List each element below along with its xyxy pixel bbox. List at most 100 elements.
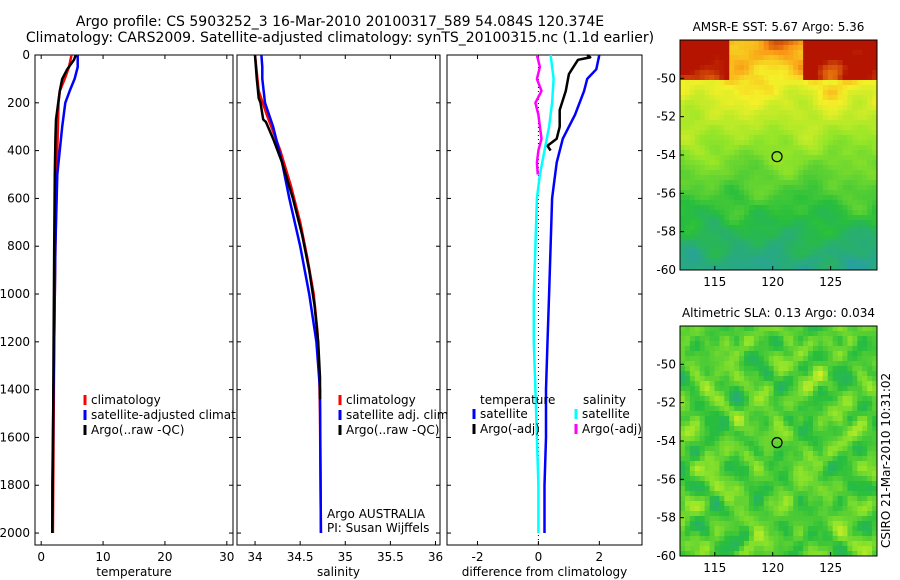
map-cell [803,200,809,206]
map-cell [842,160,848,166]
map-cell [862,391,868,397]
map-cell [788,205,794,211]
map-cell [862,120,868,126]
map-cell [798,551,804,557]
map-cell [842,50,848,56]
map-cell [847,426,853,432]
map-cell [793,406,799,412]
map-cell [689,210,696,216]
map-cell [758,356,765,362]
map-cell [862,100,868,106]
map-cell [822,215,829,221]
map-cell [748,170,755,176]
map-cell [862,456,868,462]
map-cell [793,331,799,337]
map-cell [734,165,740,171]
map-cell [842,356,848,362]
map-cell [817,421,824,427]
map-cell [798,75,804,81]
map-cell [832,386,838,392]
map-cell [714,125,720,131]
map-cell [724,250,730,256]
map-cell [817,476,824,482]
map-cell [763,85,770,91]
map-cell [694,145,701,151]
map-cell [872,531,878,537]
map-cell [694,135,701,141]
map-cell [753,210,760,216]
map-cell [827,235,834,241]
map-cell [694,250,701,256]
map-cell [734,421,740,427]
map-cell [847,446,853,452]
map-cell [758,195,765,201]
map-cell [788,391,794,397]
map-cell [739,526,745,532]
map-cell [808,341,814,347]
map-cell [744,416,750,422]
map-cell [798,155,804,161]
map-cell [684,501,691,507]
map-cell [729,451,735,457]
map-cell [778,511,784,517]
map-cell [709,65,715,71]
map-x-tick-label: 125 [819,561,842,575]
map-cell [827,50,834,56]
map-cell [842,170,848,176]
map-cell [803,145,809,151]
map-cell [803,371,809,377]
map-cell [694,426,701,432]
map-cell [748,531,755,537]
map-cell [837,471,843,477]
map-cell [753,486,760,492]
map-cell [680,396,686,402]
x-axis-label: salinity [317,565,360,579]
map-cell [709,411,715,417]
map-cell [768,326,774,332]
map-cell [778,120,784,126]
map-cell [724,155,730,161]
map-cell [734,451,740,457]
map-cell [872,225,878,231]
map-cell [788,356,794,362]
map-cell [763,461,770,467]
map-cell [748,456,755,462]
map-cell [778,235,784,241]
map-cell [758,240,765,246]
map-cell [803,431,809,437]
map-cell [812,526,819,532]
map-cell [827,436,834,442]
x-tick-label: 34.5 [287,550,314,564]
map-cell [768,120,774,126]
map-cell [847,361,853,367]
map-cell [857,45,863,51]
map-cell [704,165,710,171]
map-cell [842,125,848,131]
map-cell [689,331,696,337]
map-cell [837,105,843,111]
map-cell [699,526,706,532]
map-cell [684,230,691,236]
map-cell [847,50,853,56]
map-cell [680,150,686,156]
map-cell [852,50,858,56]
map-cell [808,346,814,352]
map-cell [684,526,691,532]
map-cell [847,40,853,46]
map-cell [812,75,819,81]
map-cell [739,200,745,206]
map-cell [778,55,784,61]
map-cell [867,336,873,342]
map-cell [852,120,858,126]
map-cell [684,481,691,487]
map-cell [768,125,774,131]
map-cell [803,120,809,126]
map-cell [753,160,760,166]
map-cell [832,431,838,437]
map-cell [822,546,829,552]
map-cell [724,336,730,342]
map-cell [704,105,710,111]
map-cell [714,265,720,271]
map-cell [808,155,814,161]
map-cell [788,40,794,46]
